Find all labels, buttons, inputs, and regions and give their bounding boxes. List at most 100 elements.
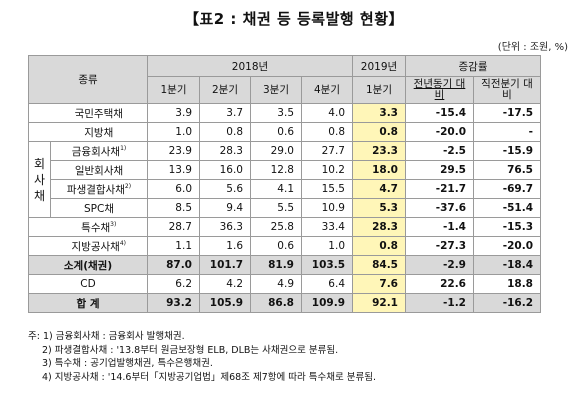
row-0-label: 국민주택채 bbox=[74, 107, 123, 120]
bond-issuance-table: 종류 2018년 2019년 증감률 1분기 2분기 3분기 4분기 1분기 전… bbox=[28, 55, 541, 313]
cd-2018-q1: 6.2 bbox=[147, 274, 200, 294]
footnote-2: 2) 파생결합사채 : '13.8부터 원금보장형 ELB, DLB는 사채권으… bbox=[42, 344, 339, 356]
row-2-2018-q1: 23.9 bbox=[147, 141, 200, 161]
group-label-char: 회 bbox=[33, 156, 46, 171]
total-row: 합 계 93.2 105.9 86.8 109.9 92.1 -1.2 -16.2 bbox=[28, 293, 541, 313]
cd-yoy: 22.6 bbox=[405, 274, 474, 294]
row-4-yoy: -21.7 bbox=[405, 179, 474, 199]
header-2018-q2: 2분기 bbox=[199, 76, 251, 104]
row-3-qoq: 76.5 bbox=[473, 160, 541, 180]
row-4-label-cell: 파생결합사채2) bbox=[50, 179, 148, 199]
row-6-2019-q1: 28.3 bbox=[352, 217, 406, 237]
row-4-2018-q3: 4.1 bbox=[250, 179, 302, 199]
row-4-footnote-mark: 2) bbox=[124, 182, 132, 190]
subtotal-label-cell: 소계(채권) bbox=[28, 255, 148, 275]
row-7-2019-q1: 0.8 bbox=[352, 236, 406, 256]
header-2018-q1: 1분기 bbox=[147, 76, 200, 104]
row-1-2018-q1: 1.0 bbox=[147, 122, 200, 142]
row-7-label-cell: 지방공사채4) bbox=[50, 236, 148, 256]
row-3-2018-q3: 12.8 bbox=[250, 160, 302, 180]
subtotal-row: 소계(채권) 87.0 101.7 81.9 103.5 84.5 -2.9 -18.4 bbox=[28, 255, 541, 275]
row-5-label-cell: SPC채 bbox=[50, 198, 148, 218]
header-2019: 2019년 bbox=[352, 55, 406, 77]
unit-label: (단위 : 조원, %) bbox=[497, 42, 568, 53]
group-spacer bbox=[28, 122, 51, 142]
total-2018-q2: 105.9 bbox=[199, 293, 251, 313]
header-yoy-label: 전년동기 대비 bbox=[413, 78, 466, 101]
header-yoy: 전년동기 대비 bbox=[405, 76, 474, 104]
row-2-label: 금융회사채 bbox=[71, 145, 121, 158]
row-7-qoq: -20.0 bbox=[473, 236, 541, 256]
row-0-2018-q3: 3.5 bbox=[250, 103, 302, 123]
row-4-label: 파생결합사채 bbox=[66, 183, 125, 196]
subtotal-2018-q1: 87.0 bbox=[147, 255, 200, 275]
footnotes: 주: 1) 금융회사채 : 금융회사 발행채권. 2) 파생결합사채 : '13… bbox=[28, 330, 376, 384]
row-5-2018-q1: 8.5 bbox=[147, 198, 200, 218]
row-0-2019-q1: 3.3 bbox=[352, 103, 406, 123]
row-1-yoy: -20.0 bbox=[405, 122, 474, 142]
cd-row: CD 6.2 4.2 4.9 6.4 7.6 22.6 18.8 bbox=[28, 274, 541, 294]
header-qoq: 직전분기 대비 bbox=[473, 76, 541, 104]
table-row: 국민주택채 3.9 3.7 3.5 4.0 3.3 -15.4 -17.5 bbox=[28, 103, 541, 123]
subtotal-yoy: -2.9 bbox=[405, 255, 474, 275]
footnote-4: 4) 지방공사채 : '14.6부터「지방공기업법」제68조 제7항에 따라 특… bbox=[42, 371, 376, 383]
row-7-2018-q1: 1.1 bbox=[147, 236, 200, 256]
row-0-yoy: -15.4 bbox=[405, 103, 474, 123]
row-5-label: SPC채 bbox=[84, 202, 114, 215]
row-2-2018-q3: 29.0 bbox=[250, 141, 302, 161]
cd-2018-q3: 4.9 bbox=[250, 274, 302, 294]
total-label: 합 계 bbox=[76, 297, 100, 310]
row-6-label: 특수채 bbox=[81, 221, 111, 234]
subtotal-2018-q2: 101.7 bbox=[199, 255, 251, 275]
row-5-2018-q3: 5.5 bbox=[250, 198, 302, 218]
subtotal-label: 소계(채권) bbox=[63, 259, 113, 272]
row-2-2018-q4: 27.7 bbox=[301, 141, 353, 161]
row-6-footnote-mark: 3) bbox=[110, 220, 117, 228]
row-5-2018-q2: 9.4 bbox=[199, 198, 251, 218]
row-0-2018-q1: 3.9 bbox=[147, 103, 200, 123]
row-6-qoq: -15.3 bbox=[473, 217, 541, 237]
row-3-2018-q2: 16.0 bbox=[199, 160, 251, 180]
row-3-2019-q1: 18.0 bbox=[352, 160, 406, 180]
header-qoq-label: 직전분기 대비 bbox=[481, 78, 533, 101]
table-row: 특수채3) 28.7 36.3 25.8 33.4 28.3 -1.4 -15.3 bbox=[28, 217, 541, 237]
header-2018: 2018년 bbox=[147, 55, 353, 77]
row-6-label-cell: 특수채3) bbox=[50, 217, 148, 237]
cd-2018-q4: 6.4 bbox=[301, 274, 353, 294]
row-2-2018-q2: 28.3 bbox=[199, 141, 251, 161]
row-1-qoq: - bbox=[473, 122, 541, 142]
total-2018-q1: 93.2 bbox=[147, 293, 200, 313]
row-6-2018-q1: 28.7 bbox=[147, 217, 200, 237]
row-7-label: 지방공사채 bbox=[71, 240, 120, 253]
row-7-2018-q2: 1.6 bbox=[199, 236, 251, 256]
table-row: 지방채 1.0 0.8 0.6 0.8 0.8 -20.0- bbox=[28, 122, 541, 142]
header-2019-q1: 1분기 bbox=[352, 76, 406, 104]
cd-qoq: 18.8 bbox=[473, 274, 541, 294]
row-2-label-cell: 금융회사채1) bbox=[50, 141, 148, 161]
row-1-2019-q1: 0.8 bbox=[352, 122, 406, 142]
row-6-yoy: -1.4 bbox=[405, 217, 474, 237]
cd-2018-q2: 4.2 bbox=[199, 274, 251, 294]
table-row: 회 사 채 금융회사채1) 23.9 28.3 29.0 27.7 23.3 -2.5 -15.9 bbox=[28, 141, 541, 218]
row-4-2018-q2: 5.6 bbox=[199, 179, 251, 199]
total-2018-q3: 86.8 bbox=[250, 293, 302, 313]
row-3-label-cell: 일반회사채 bbox=[50, 160, 148, 180]
group-spacer bbox=[28, 217, 51, 237]
row-0-label-cell: 국민주택채 bbox=[50, 103, 148, 123]
header-growth: 증감률 bbox=[405, 55, 541, 77]
total-2019-q1: 92.1 bbox=[352, 293, 406, 313]
subtotal-2018-q4: 103.5 bbox=[301, 255, 353, 275]
group-label-char: 채 bbox=[33, 188, 46, 203]
table-row: 지방공사채4) 1.1 1.6 0.6 1.0 0.8 -27.3 -20.0 bbox=[28, 236, 541, 256]
table-row: 일반회사채 13.9 16.0 12.8 10.2 18.0 29.5 76.5 bbox=[29, 160, 541, 180]
footnote-3: 3) 특수채 : 공기업발행채권, 특수은행채권. bbox=[42, 358, 213, 369]
row-4-qoq: -69.7 bbox=[473, 179, 541, 199]
row-3-yoy: 29.5 bbox=[405, 160, 474, 180]
row-6-2018-q4: 33.4 bbox=[301, 217, 353, 237]
row-5-2018-q4: 10.9 bbox=[301, 198, 353, 218]
group-spacer bbox=[28, 236, 51, 256]
table-row: SPC채 8.5 9.4 5.5 10.9 5.3 -37.6 -51.4 bbox=[29, 198, 541, 218]
subtotal-2019-q1: 84.5 bbox=[352, 255, 406, 275]
row-7-2018-q4: 1.0 bbox=[301, 236, 353, 256]
